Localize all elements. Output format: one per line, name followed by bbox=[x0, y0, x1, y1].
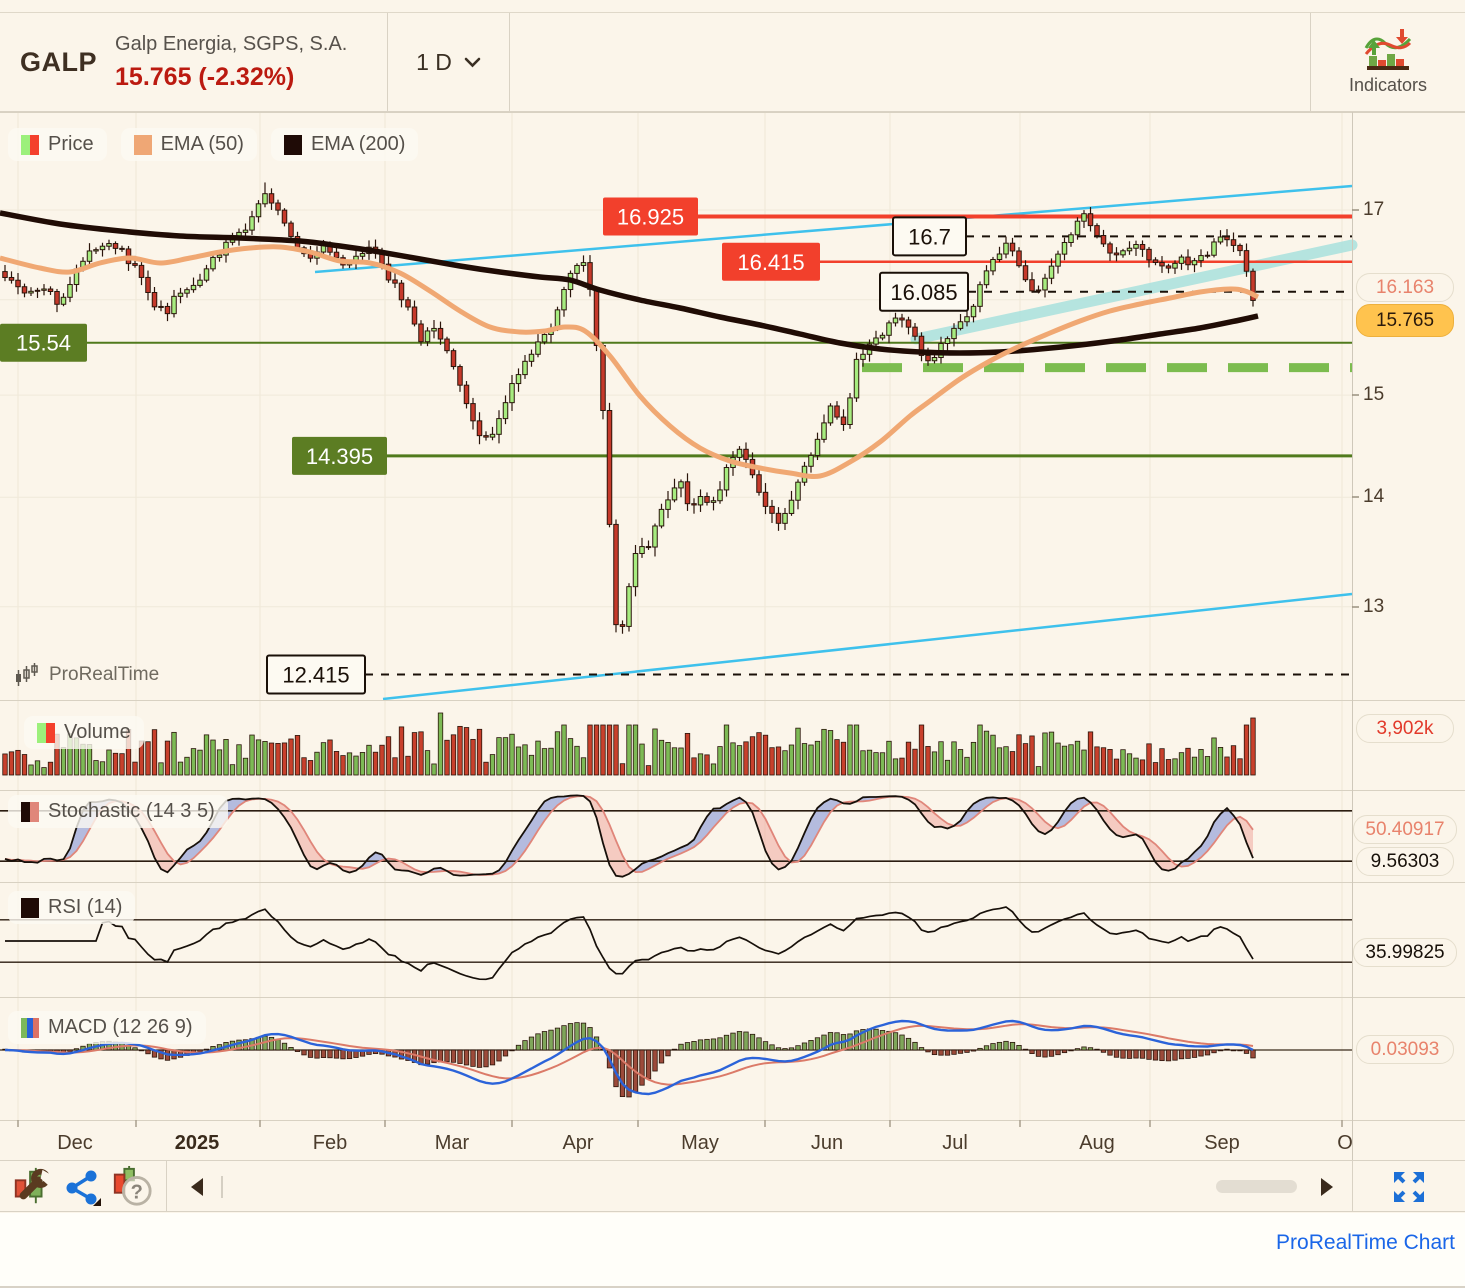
macd-label: MACD (12 26 9) bbox=[48, 1016, 193, 1038]
macd-plot bbox=[0, 1019, 1352, 1098]
arrow-right-icon bbox=[1321, 1178, 1333, 1196]
header-spacer bbox=[510, 13, 1310, 111]
rsi-panel-chip[interactable]: RSI (14) bbox=[8, 891, 136, 924]
month-label: Sep bbox=[1204, 1132, 1240, 1154]
svg-text:15.54: 15.54 bbox=[16, 331, 71, 356]
ema200-swatch-icon bbox=[283, 134, 302, 155]
month-label: Mar bbox=[434, 1132, 470, 1154]
indicators-button[interactable]: Indicators bbox=[1310, 13, 1465, 111]
rsi-label: RSI (14) bbox=[48, 896, 123, 918]
help-button[interactable]: ? bbox=[110, 1165, 154, 1209]
volume-bars bbox=[2, 712, 1256, 776]
arrow-left-icon bbox=[191, 1178, 203, 1196]
month-label: Dec bbox=[57, 1132, 93, 1154]
legend-ema200-label: EMA (200) bbox=[310, 133, 406, 155]
svg-text:14.395: 14.395 bbox=[306, 444, 373, 469]
macd-panel-chip[interactable]: MACD (12 26 9) bbox=[8, 1011, 206, 1044]
scroll-left-button[interactable] bbox=[180, 1165, 214, 1209]
rsi-value-badge: 35.99825 bbox=[1353, 938, 1457, 967]
toolbar-axis-divider bbox=[1352, 1161, 1353, 1211]
volume-label: Volume bbox=[64, 721, 131, 743]
month-label: Jul bbox=[942, 1132, 968, 1154]
price-tick-label: 13 bbox=[1363, 596, 1385, 617]
month-label: Aug bbox=[1079, 1132, 1115, 1154]
price-tick-label: 14 bbox=[1363, 486, 1385, 507]
price-tick-label: 17 bbox=[1363, 199, 1385, 220]
stochastic-swatch-icon bbox=[21, 801, 39, 822]
settings-wrench-icon bbox=[14, 1167, 53, 1204]
footer: ProRealTime Chart bbox=[0, 1213, 1465, 1288]
stoch-d-value-badge: 50.40917 bbox=[1353, 815, 1457, 844]
ema200-line bbox=[0, 210, 1259, 356]
level-labels: 16.925 16.415 16.7 16.085 15.54 14.395 12.415 bbox=[0, 197, 969, 695]
help-icon: ? bbox=[113, 1166, 152, 1206]
svg-text:16.7: 16.7 bbox=[908, 224, 951, 249]
svg-text:12.415: 12.415 bbox=[282, 663, 349, 688]
share-icon bbox=[66, 1170, 101, 1206]
bottom-toolbar: ? bbox=[0, 1160, 1465, 1212]
ema50-value-badge: 16.163 bbox=[1356, 273, 1454, 302]
indicators-label: Indicators bbox=[1348, 75, 1428, 95]
candles-layer bbox=[2, 182, 1256, 634]
candles-logo-icon bbox=[16, 663, 38, 686]
macd-swatch-icon bbox=[21, 1017, 39, 1038]
prorealtime-chart-link[interactable]: ProRealTime Chart bbox=[1276, 1231, 1455, 1254]
instrument-name: Galp Energia, SGPS, S.A. bbox=[115, 32, 348, 55]
volume-swatch-icon bbox=[37, 722, 55, 743]
month-label: Feb bbox=[312, 1132, 348, 1154]
legend-price-label: Price bbox=[48, 133, 94, 155]
level-lines bbox=[0, 214, 1352, 676]
chart-canvas[interactable]: 16.925 16.415 16.7 16.085 15.54 14.395 12.415 bbox=[0, 112, 1465, 1160]
legend-price-chip[interactable]: Price bbox=[8, 128, 107, 161]
prorealtime-watermark: ProRealTime bbox=[14, 662, 159, 688]
month-label: O bbox=[1337, 1132, 1353, 1154]
svg-text:16.925: 16.925 bbox=[617, 205, 684, 230]
expand-icon bbox=[1394, 1172, 1424, 1202]
watermark-text: ProRealTime bbox=[49, 664, 160, 685]
ema50-line bbox=[0, 244, 1260, 479]
toolbar-grip[interactable] bbox=[221, 1176, 223, 1198]
timeframe-value: 1 D bbox=[416, 48, 452, 75]
last-price-change: 15.765 (-2.32%) bbox=[115, 62, 295, 91]
rsi-plot bbox=[0, 906, 1352, 981]
legend-ema50-chip[interactable]: EMA (50) bbox=[120, 128, 257, 161]
legend-ema50-label: EMA (50) bbox=[160, 133, 244, 155]
volume-value-badge: 3,902k bbox=[1356, 714, 1454, 743]
legend-ema200-chip[interactable]: EMA (200) bbox=[270, 128, 419, 161]
stoch-k-value-badge: 9.56303 bbox=[1356, 847, 1454, 876]
macd-value-badge: 0.03093 bbox=[1356, 1035, 1454, 1064]
ema50-swatch-icon bbox=[133, 134, 152, 155]
panel-frame bbox=[0, 112, 1465, 1160]
price-legend: Price EMA (50) EMA (200) bbox=[8, 128, 419, 161]
timeframe-dropdown[interactable]: 1 D bbox=[388, 13, 510, 111]
header: GALP Galp Energia, SGPS, S.A. 15.765 (-2… bbox=[0, 12, 1465, 112]
fullscreen-button[interactable] bbox=[1387, 1165, 1431, 1209]
instrument-header[interactable]: GALP Galp Energia, SGPS, S.A. 15.765 (-2… bbox=[0, 13, 388, 111]
share-button[interactable] bbox=[60, 1165, 104, 1209]
month-label: Jun bbox=[810, 1132, 844, 1154]
stochastic-panel-chip[interactable]: Stochastic (14 3 5) bbox=[8, 795, 228, 828]
indicators-icon bbox=[1364, 29, 1412, 70]
chevron-down-icon bbox=[464, 57, 481, 68]
svg-text:?: ? bbox=[131, 1181, 143, 1203]
horizontal-scrollbar-thumb[interactable] bbox=[1216, 1180, 1297, 1193]
price-swatch-icon bbox=[21, 134, 39, 155]
symbol-ticker: GALP bbox=[20, 46, 98, 77]
chart-area: 16.925 16.415 16.7 16.085 15.54 14.395 12.415 … bbox=[0, 112, 1465, 1160]
svg-text:16.415: 16.415 bbox=[737, 250, 804, 275]
volume-panel-chip[interactable]: Volume bbox=[24, 716, 144, 749]
price-tick-label: 15 bbox=[1363, 384, 1385, 405]
scroll-right-button[interactable] bbox=[1310, 1165, 1344, 1209]
last-price-badge: 15.765 bbox=[1356, 304, 1454, 337]
chart-settings-button[interactable] bbox=[10, 1165, 54, 1209]
rsi-swatch-icon bbox=[21, 897, 39, 918]
month-label: Apr bbox=[562, 1132, 594, 1154]
month-label: May bbox=[681, 1132, 719, 1154]
svg-text:16.085: 16.085 bbox=[890, 280, 957, 305]
month-label: 2025 bbox=[174, 1132, 220, 1154]
toolbar-divider bbox=[166, 1161, 167, 1211]
stochastic-label: Stochastic (14 3 5) bbox=[48, 800, 215, 822]
